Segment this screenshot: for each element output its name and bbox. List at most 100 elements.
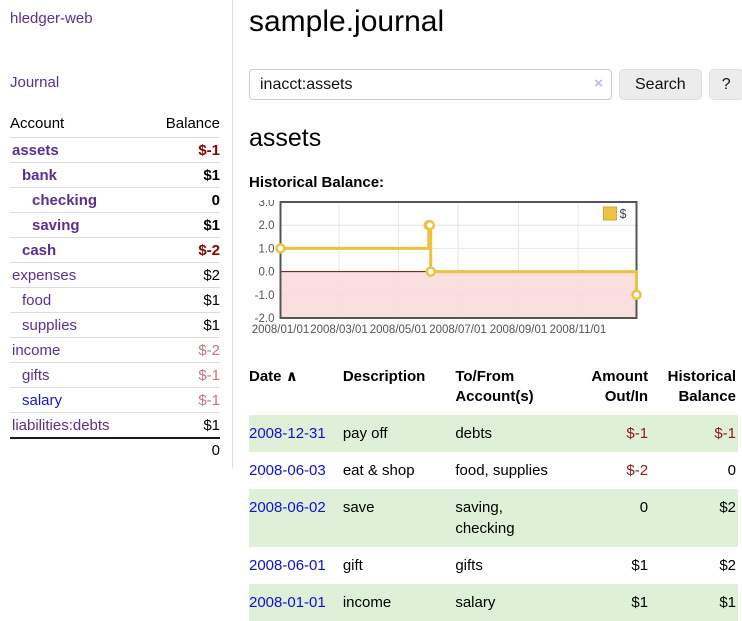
chart-container: 3.0 2.0 1.0 0.0 -1.0 -2.0 2008/01/01 2008/03/01…	[249, 197, 742, 352]
account-row: assets $-1	[10, 137, 220, 163]
sidebar: hledger-web Journal Account Balance asse…	[0, 0, 233, 468]
account-balance: $1	[203, 416, 220, 434]
transaction-description: income	[342, 593, 392, 611]
account-row: expenses $2	[10, 262, 220, 288]
register-table-body: 2008-12-31 pay off debts $-1 $-1 2008-06-03 ea…	[249, 414, 738, 621]
account-link-cash[interactable]: cash	[22, 241, 57, 259]
help-button[interactable]: ?	[708, 69, 742, 100]
accounts-total-row: 0	[10, 437, 220, 462]
account-link-expenses[interactable]: expenses	[12, 266, 77, 284]
search-input[interactable]	[249, 69, 612, 100]
transaction-amount: $1	[631, 556, 649, 574]
account-row: income $-2	[10, 337, 220, 363]
transaction-description: pay off	[342, 424, 388, 442]
account-link-gifts[interactable]: gifts	[22, 366, 50, 384]
accounts-header-account: Account	[10, 115, 65, 132]
account-row: food $1	[10, 287, 220, 313]
register-header-balance: Historical Balance	[667, 368, 736, 406]
svg-text:1.0: 1.0	[259, 243, 275, 255]
account-row: supplies $1	[10, 312, 220, 338]
account-link-saving[interactable]: saving	[32, 216, 80, 234]
transaction-balance: $-1	[714, 424, 736, 442]
register-header-description: Description	[342, 368, 426, 385]
account-balance: $-1	[198, 141, 220, 159]
svg-text:-1.0: -1.0	[255, 290, 275, 302]
transaction-accounts: saving, checking	[455, 498, 515, 537]
account-balance: $2	[203, 266, 220, 284]
app-title-link[interactable]: hledger-web	[10, 10, 93, 27]
transaction-amount: $1	[631, 593, 649, 611]
account-link-checking[interactable]: checking	[32, 191, 98, 209]
transaction-description: eat & shop	[342, 461, 415, 479]
account-link-income[interactable]: income	[12, 341, 61, 359]
account-row: liabilities:debts $1	[10, 412, 220, 439]
search-button[interactable]: Search	[619, 69, 702, 100]
transaction-description: save	[342, 498, 375, 516]
register-header-date[interactable]: Date ∧	[249, 368, 298, 385]
register-header-amount: Amount Out/In	[591, 368, 649, 406]
account-link-salary[interactable]: salary	[22, 391, 63, 409]
account-row: gifts $-1	[10, 362, 220, 388]
svg-text:2008/07/01: 2008/07/01	[429, 324, 487, 336]
register-row: 2008-12-31 pay off debts $-1 $-1	[249, 414, 738, 452]
register-header-accounts: To/From Account(s)	[455, 368, 534, 406]
legend-swatch	[603, 206, 617, 221]
account-link-bank[interactable]: bank	[22, 166, 58, 184]
svg-text:2008/09/01: 2008/09/01	[490, 324, 548, 336]
transaction-date-link[interactable]: 2008-06-03	[249, 461, 326, 479]
transaction-description: gift	[342, 556, 363, 574]
transaction-date-link[interactable]: 2008-06-01	[249, 556, 326, 574]
main-content: sample.journal × Search ? assets Histori…	[233, 0, 742, 621]
register-row: 2008-06-02 save saving, checking 0 $2	[249, 488, 738, 547]
transaction-date-link[interactable]: 2008-06-02	[249, 498, 326, 516]
chart-title: Historical Balance:	[249, 174, 385, 191]
svg-text:0.0: 0.0	[259, 267, 275, 279]
account-row: saving $1	[10, 212, 220, 238]
svg-text:2008/03/01: 2008/03/01	[310, 324, 368, 336]
clear-search-icon[interactable]: ×	[594, 75, 603, 92]
account-balance: $-2	[198, 241, 220, 259]
transaction-amount: $-2	[626, 461, 649, 479]
accounts-header-balance: Balance	[165, 115, 220, 132]
account-link-assets[interactable]: assets	[12, 141, 59, 159]
svg-text:-2.0: -2.0	[255, 313, 275, 325]
transaction-date-link[interactable]: 2008-12-31	[249, 424, 326, 442]
sidebar-item-journal[interactable]: Journal	[10, 74, 60, 91]
accounts-total: 0	[145, 437, 220, 462]
search-input-wrap: ×	[249, 69, 612, 100]
accounts-table-body: assets $-1 bank $1 checking 0 saving $1 cash $-2 e…	[10, 137, 220, 439]
svg-text:2008/05/01: 2008/05/01	[370, 324, 428, 336]
account-balance: $1	[203, 166, 220, 184]
accounts-table: Account Balance assets $-1 bank $1 checking 0…	[10, 112, 220, 462]
account-balance: $1	[203, 316, 220, 334]
transaction-balance: $2	[719, 556, 736, 574]
transaction-amount: $-1	[626, 424, 649, 442]
account-link-food[interactable]: food	[22, 291, 52, 309]
transaction-amount: 0	[639, 498, 649, 516]
transaction-accounts: gifts	[455, 556, 483, 574]
account-link-supplies[interactable]: supplies	[22, 316, 78, 334]
register-row: 2008-06-01 gift gifts $1 $2	[249, 547, 738, 584]
account-balance: $1	[203, 291, 220, 309]
account-balance: $-1	[198, 366, 220, 384]
account-balance: $-1	[198, 391, 220, 409]
account-row: checking 0	[10, 187, 220, 213]
account-balance: $-2	[198, 341, 220, 359]
accounts-table-header-row: Account Balance	[10, 112, 220, 138]
register-row: 2008-06-03 eat & shop food, supplies $-2 0	[249, 452, 738, 489]
transaction-accounts: food, supplies	[455, 461, 548, 479]
account-link-liabilities-debts[interactable]: liabilities:debts	[12, 416, 110, 434]
transaction-balance: $2	[719, 498, 736, 516]
transaction-date-link[interactable]: 2008-01-01	[249, 593, 326, 611]
account-balance: 0	[211, 191, 220, 209]
transaction-balance: $1	[719, 593, 736, 611]
register-table: Date ∧ Description To/From Account(s) Am…	[249, 365, 738, 621]
search-form: × Search ?	[249, 69, 742, 100]
sort-ascending-icon: ∧	[285, 368, 298, 385]
svg-text:2008/11/01: 2008/11/01	[550, 324, 607, 336]
legend-label: $	[620, 207, 627, 221]
svg-text:3.0: 3.0	[259, 200, 275, 209]
account-row: salary $-1	[10, 387, 220, 413]
